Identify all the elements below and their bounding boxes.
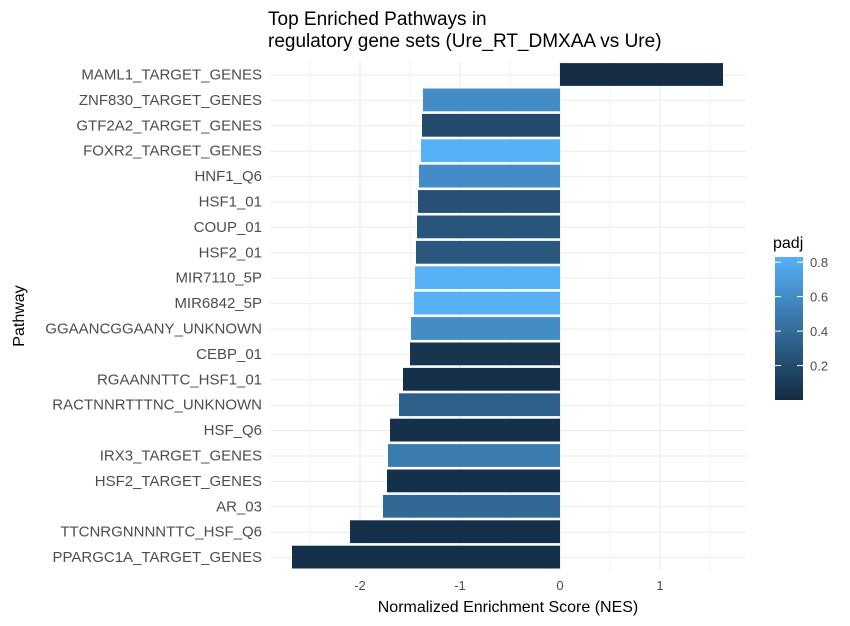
padj-legend: padj 0.2 0.4 0.6 0.8 bbox=[773, 235, 828, 400]
bar-cebp-01 bbox=[410, 342, 560, 366]
y-tick-label: RGAANNTTC_HSF1_01 bbox=[97, 371, 262, 388]
bar-foxr2-target-genes bbox=[421, 139, 560, 163]
chart-title-line2: regulatory gene sets (Ure_RT_DMXAA vs Ur… bbox=[268, 31, 662, 52]
y-tick-label: PPARGC1A_TARGET_GENES bbox=[52, 549, 262, 566]
x-tick-label: -2 bbox=[354, 578, 366, 593]
y-tick-label: HSF2_01 bbox=[199, 244, 262, 261]
x-tick-labels: -2 -1 0 1 bbox=[354, 578, 663, 593]
x-axis-title: Normalized Enrichment Score (NES) bbox=[378, 599, 639, 616]
legend-tick-label: 0.2 bbox=[810, 359, 828, 374]
legend-ticks: 0.2 0.4 0.6 0.8 bbox=[775, 255, 828, 374]
legend-tick-label: 0.4 bbox=[810, 324, 828, 339]
y-tick-label: FOXR2_TARGET_GENES bbox=[83, 143, 262, 160]
bar-hsf-q6 bbox=[390, 418, 560, 442]
x-tick-label: 0 bbox=[556, 578, 563, 593]
y-tick-label: HSF_Q6 bbox=[204, 422, 262, 439]
y-tick-label: GTF2A2_TARGET_GENES bbox=[76, 117, 262, 134]
bar-ppargc1a-target-genes bbox=[292, 545, 560, 569]
y-tick-label: HNF1_Q6 bbox=[194, 168, 262, 185]
y-tick-label: HSF1_01 bbox=[199, 194, 262, 211]
bar-rgaannttc-hsf1-01 bbox=[403, 367, 560, 391]
bar-mir6842-5p bbox=[414, 291, 560, 315]
bars-group bbox=[292, 63, 723, 569]
chart-title-line1: Top Enriched Pathways in bbox=[268, 9, 487, 30]
bar-hsf2-target-genes bbox=[387, 469, 560, 493]
y-tick-labels: MAML1_TARGET_GENES ZNF830_TARGET_GENES GTF… bbox=[45, 67, 262, 567]
y-tick-label: RACTNNRTTTNC_UNKNOWN bbox=[52, 397, 262, 414]
legend-tick-label: 0.6 bbox=[810, 290, 828, 305]
y-tick-label: CEBP_01 bbox=[196, 346, 262, 363]
bar-irx3-target-genes bbox=[388, 444, 560, 467]
bar-maml1-target-genes bbox=[560, 63, 723, 86]
bar-hsf1-01 bbox=[418, 190, 560, 213]
x-tick-label: -1 bbox=[454, 578, 466, 593]
bar-ttcnrgnnnnttc-hsf-q6 bbox=[350, 520, 560, 544]
y-tick-label: MAML1_TARGET_GENES bbox=[81, 67, 262, 84]
y-tick-label: COUP_01 bbox=[194, 219, 262, 236]
y-tick-label: HSF2_TARGET_GENES bbox=[95, 473, 262, 490]
y-tick-label: GGAANCGGAANY_UNKNOWN bbox=[45, 321, 262, 338]
legend-title: padj bbox=[773, 235, 803, 252]
grid-lines bbox=[270, 62, 746, 570]
legend-colorbar bbox=[775, 257, 803, 400]
bar-hsf2-01 bbox=[416, 240, 560, 264]
bar-znf830-target-genes bbox=[423, 88, 560, 112]
y-tick-label: TTCNRGNNNNTTC_HSF_Q6 bbox=[60, 524, 262, 541]
legend-tick-label: 0.8 bbox=[810, 255, 828, 270]
bar-ar-03 bbox=[383, 494, 560, 518]
y-tick-label: MIR6842_5P bbox=[174, 295, 262, 312]
bar-gtf2a2-target-genes bbox=[422, 113, 560, 137]
bar-mir7110-5p bbox=[415, 266, 560, 290]
bar-coup-01 bbox=[417, 215, 560, 239]
bar-ractnnrtttnc-unknown bbox=[399, 393, 560, 417]
bar-ggaancggaany-unknown bbox=[411, 317, 560, 340]
y-tick-label: IRX3_TARGET_GENES bbox=[100, 448, 262, 465]
y-tick-label: MIR7110_5P bbox=[176, 270, 262, 287]
x-tick-label: 1 bbox=[656, 578, 663, 593]
bar-hnf1-q6 bbox=[419, 164, 560, 188]
y-axis-title: Pathway bbox=[11, 285, 28, 346]
y-tick-label: ZNF830_TARGET_GENES bbox=[79, 92, 262, 109]
y-tick-label: AR_03 bbox=[216, 498, 262, 515]
